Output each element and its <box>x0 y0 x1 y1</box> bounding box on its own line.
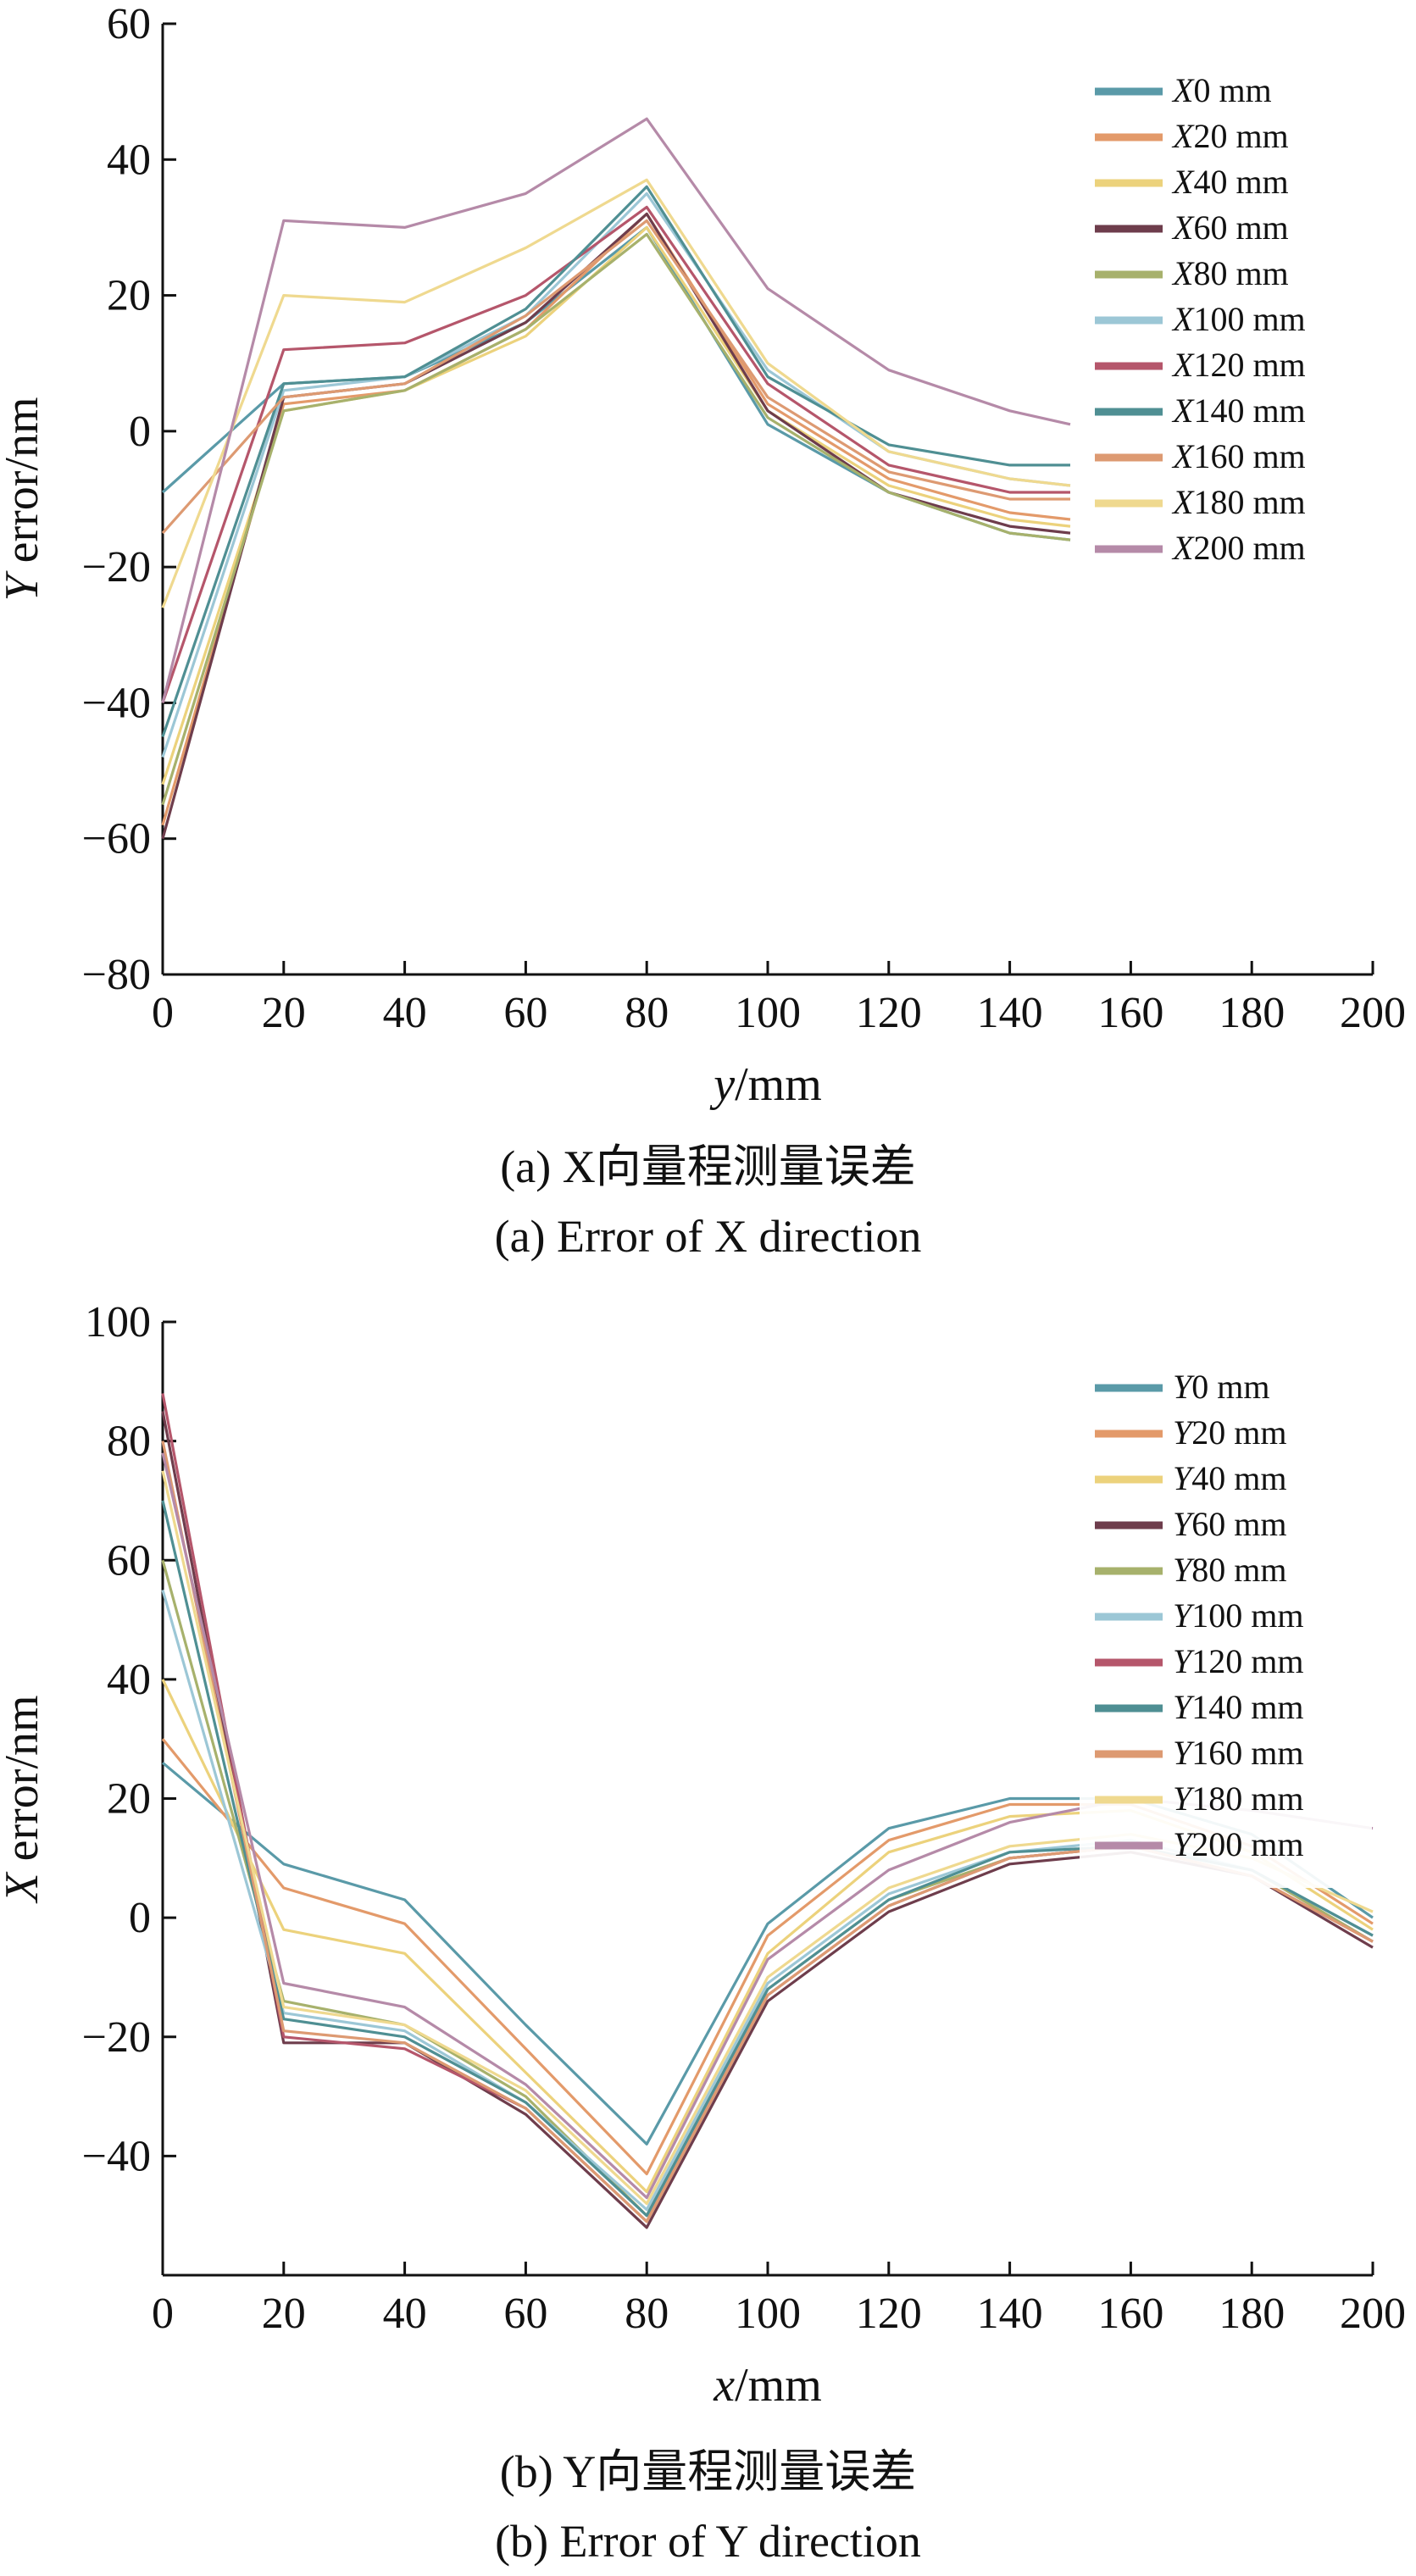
series-line-x160-mm <box>161 219 1070 535</box>
x-tick-label: 100 <box>735 2290 801 2338</box>
y-tick-label: −80 <box>82 951 151 999</box>
legend-label: Y200 mm <box>1173 1825 1303 1863</box>
x-tick-label: 180 <box>1219 2290 1285 2338</box>
chart-b: −40 −20 0 20 40 60 80 100 0 20 40 60 80 100 120 140 160 1… <box>0 1298 1406 2412</box>
y-tick-label: 80 <box>107 1418 151 1466</box>
legend-label: Y140 mm <box>1173 1688 1303 1726</box>
chart-a: −80 −60 −40 −20 0 20 40 60 0 20 40 60 80 100 120 140 160… <box>0 0 1406 1111</box>
x-tick-label: 100 <box>735 989 801 1037</box>
y-axis-label: X error/nm <box>0 1695 48 1903</box>
x-tick-label: 140 <box>977 989 1043 1037</box>
y-axis-label: Y error/nm <box>0 397 48 601</box>
y-tick-label: −40 <box>82 2132 151 2180</box>
x-tick-label: 120 <box>856 989 922 1037</box>
x-tick-label: 160 <box>1097 989 1163 1037</box>
series-line-x80-mm <box>161 232 1071 806</box>
series-line-x20-mm <box>161 212 1071 826</box>
y-tick-label: −60 <box>82 815 151 863</box>
x-tick-label: 40 <box>383 2290 427 2338</box>
y-tick-label: 100 <box>85 1298 151 1346</box>
x-tick-label: 60 <box>503 989 547 1037</box>
legend-label: Y160 mm <box>1173 1734 1303 1772</box>
legend: Y0 mm Y20 mm Y40 mm Y60 mm Y80 mm Y100 mm Y120… <box>1080 1368 1372 1888</box>
y-tick-label: 20 <box>107 272 151 320</box>
caption-a-cn: (a) X向量程测量误差 <box>500 1141 916 1192</box>
legend-label: Y80 mm <box>1173 1551 1286 1589</box>
legend-label: Y60 mm <box>1173 1505 1286 1543</box>
x-tick-label: 180 <box>1219 989 1285 1037</box>
legend-label: X200 mm <box>1171 529 1306 567</box>
x-tick-label: 120 <box>856 2290 922 2338</box>
x-axis-label: x/mm <box>713 2359 822 2412</box>
series-line-x60-mm <box>161 212 1071 840</box>
legend-label: X60 mm <box>1171 208 1289 247</box>
caption-a-en: (a) Error of X direction <box>494 1211 922 1262</box>
caption-b-cn: (b) Y向量程测量误差 <box>499 2446 917 2497</box>
y-tick-label: 0 <box>129 1894 151 1942</box>
y-tick-label: 60 <box>107 0 151 48</box>
legend-label: X0 mm <box>1171 71 1272 109</box>
x-tick-label: 20 <box>262 989 306 1037</box>
legend-label: Y20 mm <box>1173 1413 1286 1452</box>
legend-label: X120 mm <box>1171 346 1306 384</box>
y-tick-label: 0 <box>129 408 151 456</box>
x-tick-label: 80 <box>625 989 669 1037</box>
legend-label: X160 mm <box>1171 437 1306 475</box>
y-tick-label: 60 <box>107 1536 151 1585</box>
x-tick-label: 60 <box>503 2290 547 2338</box>
legend-label: Y0 mm <box>1173 1368 1269 1406</box>
legend: X0 mm X20 mm X40 mm X60 mm X80 mm X100 mm X120… <box>1080 71 1372 591</box>
x-tick-label: 20 <box>262 2290 306 2338</box>
y-tick-label: −20 <box>82 543 151 591</box>
y-tick-label: −40 <box>82 679 151 727</box>
series-line-x180-mm <box>161 178 1071 608</box>
x-tick-label: 0 <box>152 2290 174 2338</box>
series-line-x140-mm <box>161 185 1070 738</box>
legend-label: X20 mm <box>1171 117 1289 155</box>
legend-label: X80 mm <box>1171 254 1289 292</box>
legend-label: Y100 mm <box>1173 1596 1303 1635</box>
x-axis-label: y/mm <box>709 1058 822 1111</box>
figure-b: −40 −20 0 20 40 60 80 100 0 20 40 60 80 100 120 140 160 1… <box>0 1271 1416 2576</box>
x-tick-label: 80 <box>625 2290 669 2338</box>
series-line-x120-mm <box>161 205 1070 703</box>
x-tick-label: 40 <box>383 989 427 1037</box>
legend-label: Y120 mm <box>1173 1642 1303 1680</box>
x-tick-label: 160 <box>1097 2290 1163 2338</box>
legend-label: X180 mm <box>1171 483 1306 521</box>
series-line-x200-mm <box>161 117 1071 703</box>
x-tick-label: 0 <box>152 989 174 1037</box>
y-tick-label: 40 <box>107 1656 151 1704</box>
y-tick-label: −20 <box>82 2013 151 2062</box>
x-tick-label: 200 <box>1340 2290 1406 2338</box>
figure-a: −80 −60 −40 −20 0 20 40 60 0 20 40 60 80 100 120 140 160… <box>0 0 1416 1271</box>
caption-b-en: (b) Error of Y direction <box>495 2516 921 2567</box>
y-tick-label: 20 <box>107 1775 151 1824</box>
legend-label: Y40 mm <box>1173 1459 1286 1497</box>
x-tick-label: 200 <box>1340 989 1406 1037</box>
legend-label: Y180 mm <box>1173 1779 1303 1818</box>
legend-label: X100 mm <box>1171 300 1306 338</box>
y-tick-label: 40 <box>107 136 151 184</box>
legend-label: X140 mm <box>1171 391 1306 430</box>
legend-label: X40 mm <box>1171 163 1289 201</box>
x-tick-label: 140 <box>977 2290 1043 2338</box>
